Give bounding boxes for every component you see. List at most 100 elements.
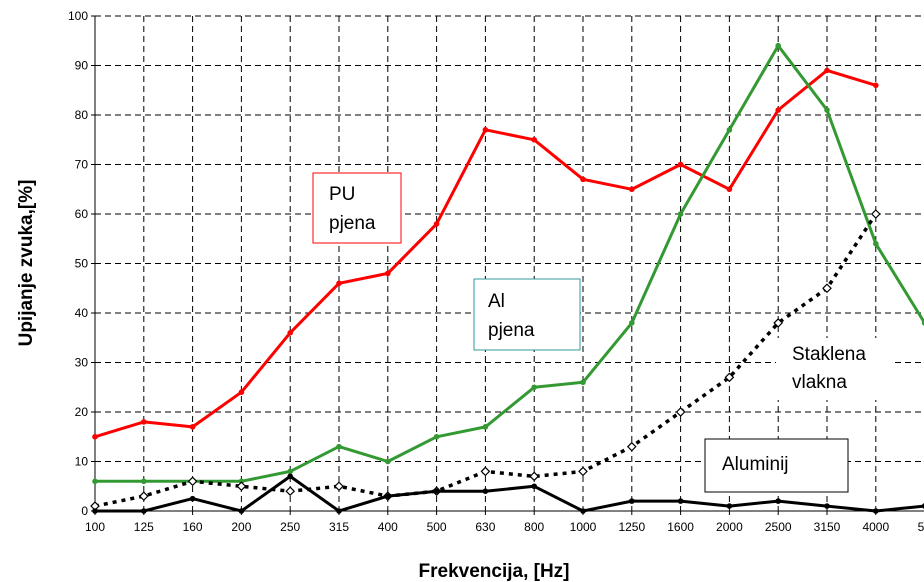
data-point-aluminij xyxy=(921,503,924,509)
annotation-aluminij-box xyxy=(704,438,849,493)
x-tick-label: 2500 xyxy=(765,520,792,534)
x-tick-label: 3150 xyxy=(814,520,841,534)
data-point-aluminij xyxy=(775,498,781,504)
annotation-al-box xyxy=(473,278,581,351)
x-tick-label: 100 xyxy=(85,520,105,534)
data-point-aluminij xyxy=(873,508,879,514)
data-point-staklo xyxy=(626,441,637,452)
data-point-aluminij xyxy=(433,488,440,495)
annotation-aluminij-line1: Aluminij xyxy=(722,454,789,475)
data-point-staklo xyxy=(578,466,588,477)
data-point-aluminij xyxy=(287,473,294,480)
x-tick-label: 630 xyxy=(475,520,495,534)
data-point-staklo xyxy=(138,491,149,501)
annotation-al-line2: pjena xyxy=(488,320,535,341)
data-point-aluminij xyxy=(629,498,635,504)
x-axis-title: Frekvencija, [Hz] xyxy=(419,561,570,582)
data-point-al xyxy=(775,42,781,49)
y-tick-label: 20 xyxy=(75,405,89,419)
data-point-aluminij xyxy=(189,495,196,502)
series-al xyxy=(92,42,924,485)
data-point-staklo xyxy=(187,476,198,487)
y-tick-label: 10 xyxy=(75,455,89,469)
data-point-al xyxy=(726,127,733,133)
data-point-aluminij xyxy=(238,508,245,514)
data-point-staklo xyxy=(724,372,735,383)
annotation-pu-box xyxy=(312,172,402,244)
x-tick-label: 250 xyxy=(280,520,300,534)
x-tick-label: 1600 xyxy=(667,520,694,534)
data-point-staklo xyxy=(529,471,540,482)
series-pu xyxy=(92,67,879,440)
annotations: PU pjena Al pjena Staklena vlakna Alumin… xyxy=(312,172,894,493)
data-point-aluminij xyxy=(726,503,733,509)
data-point-pu xyxy=(287,330,294,336)
data-point-aluminij xyxy=(580,508,586,514)
data-point-aluminij xyxy=(141,508,147,514)
data-point-al xyxy=(873,240,879,247)
data-point-al xyxy=(824,107,830,113)
data-point-staklo xyxy=(870,209,881,219)
annotation-pu-line1: PU xyxy=(329,184,355,205)
data-point-al xyxy=(385,458,391,465)
data-point-pu xyxy=(433,221,440,227)
y-tick-label: 30 xyxy=(75,356,89,370)
data-point-pu xyxy=(726,186,733,193)
data-point-staklo xyxy=(480,466,491,477)
data-point-staklo xyxy=(334,481,344,492)
data-point-aluminij xyxy=(92,508,98,514)
annotation-staklo: Staklena vlakna xyxy=(776,338,894,400)
data-point-al xyxy=(336,443,342,450)
data-point-al xyxy=(921,320,924,326)
y-tick-label: 40 xyxy=(75,306,89,320)
data-point-aluminij xyxy=(531,483,537,490)
series-line-aluminij xyxy=(95,474,924,513)
y-tick-label: 70 xyxy=(75,158,89,172)
series-line-al xyxy=(95,44,924,483)
x-tick-label: 160 xyxy=(183,520,203,534)
y-axis-title: Upijanje zvuka,[%] xyxy=(16,180,37,347)
data-point-pu xyxy=(677,161,684,168)
annotation-al: Al pjena xyxy=(473,278,581,351)
y-tick-label: 90 xyxy=(75,59,89,73)
x-tick-label: 2000 xyxy=(716,520,743,534)
x-tick-label: 1250 xyxy=(618,520,645,534)
annotation-pu: PU pjena xyxy=(312,172,402,244)
x-tick-label: 125 xyxy=(134,520,154,534)
x-tick-label: 315 xyxy=(329,520,349,534)
data-point-pu xyxy=(385,270,391,277)
data-point-pu xyxy=(141,419,147,425)
data-point-aluminij xyxy=(482,488,489,495)
data-point-al xyxy=(141,478,147,485)
series-staklo xyxy=(90,209,881,511)
data-point-pu xyxy=(580,176,586,183)
data-point-staklo xyxy=(675,407,686,417)
y-tick-label: 60 xyxy=(75,207,89,221)
annotation-staklo-box xyxy=(776,338,894,400)
data-point-pu xyxy=(482,127,489,133)
x-tick-label: 200 xyxy=(231,520,251,534)
data-point-pu xyxy=(336,280,342,287)
data-point-pu xyxy=(92,433,98,440)
x-tick-label: 800 xyxy=(524,520,544,534)
x-tick-label: 400 xyxy=(378,520,398,534)
data-point-pu xyxy=(189,424,196,430)
data-point-pu xyxy=(873,82,879,89)
annotation-staklo-line1: Staklena xyxy=(792,344,866,365)
data-point-staklo xyxy=(285,486,296,497)
grid xyxy=(95,15,924,511)
data-point-al xyxy=(629,320,635,326)
data-point-al xyxy=(238,478,245,485)
data-point-staklo xyxy=(236,481,247,492)
data-point-pu xyxy=(629,186,635,193)
data-point-staklo xyxy=(822,283,832,294)
series-aluminij xyxy=(92,473,924,514)
data-point-al xyxy=(580,379,586,386)
annotation-aluminij: Aluminij xyxy=(704,438,849,493)
series-group xyxy=(90,42,924,514)
x-tick-label: 4000 xyxy=(862,520,889,534)
y-tick-label: 100 xyxy=(68,9,88,23)
x-tick-label: 500 xyxy=(427,520,447,534)
x-tick-label: 1000 xyxy=(570,520,597,534)
